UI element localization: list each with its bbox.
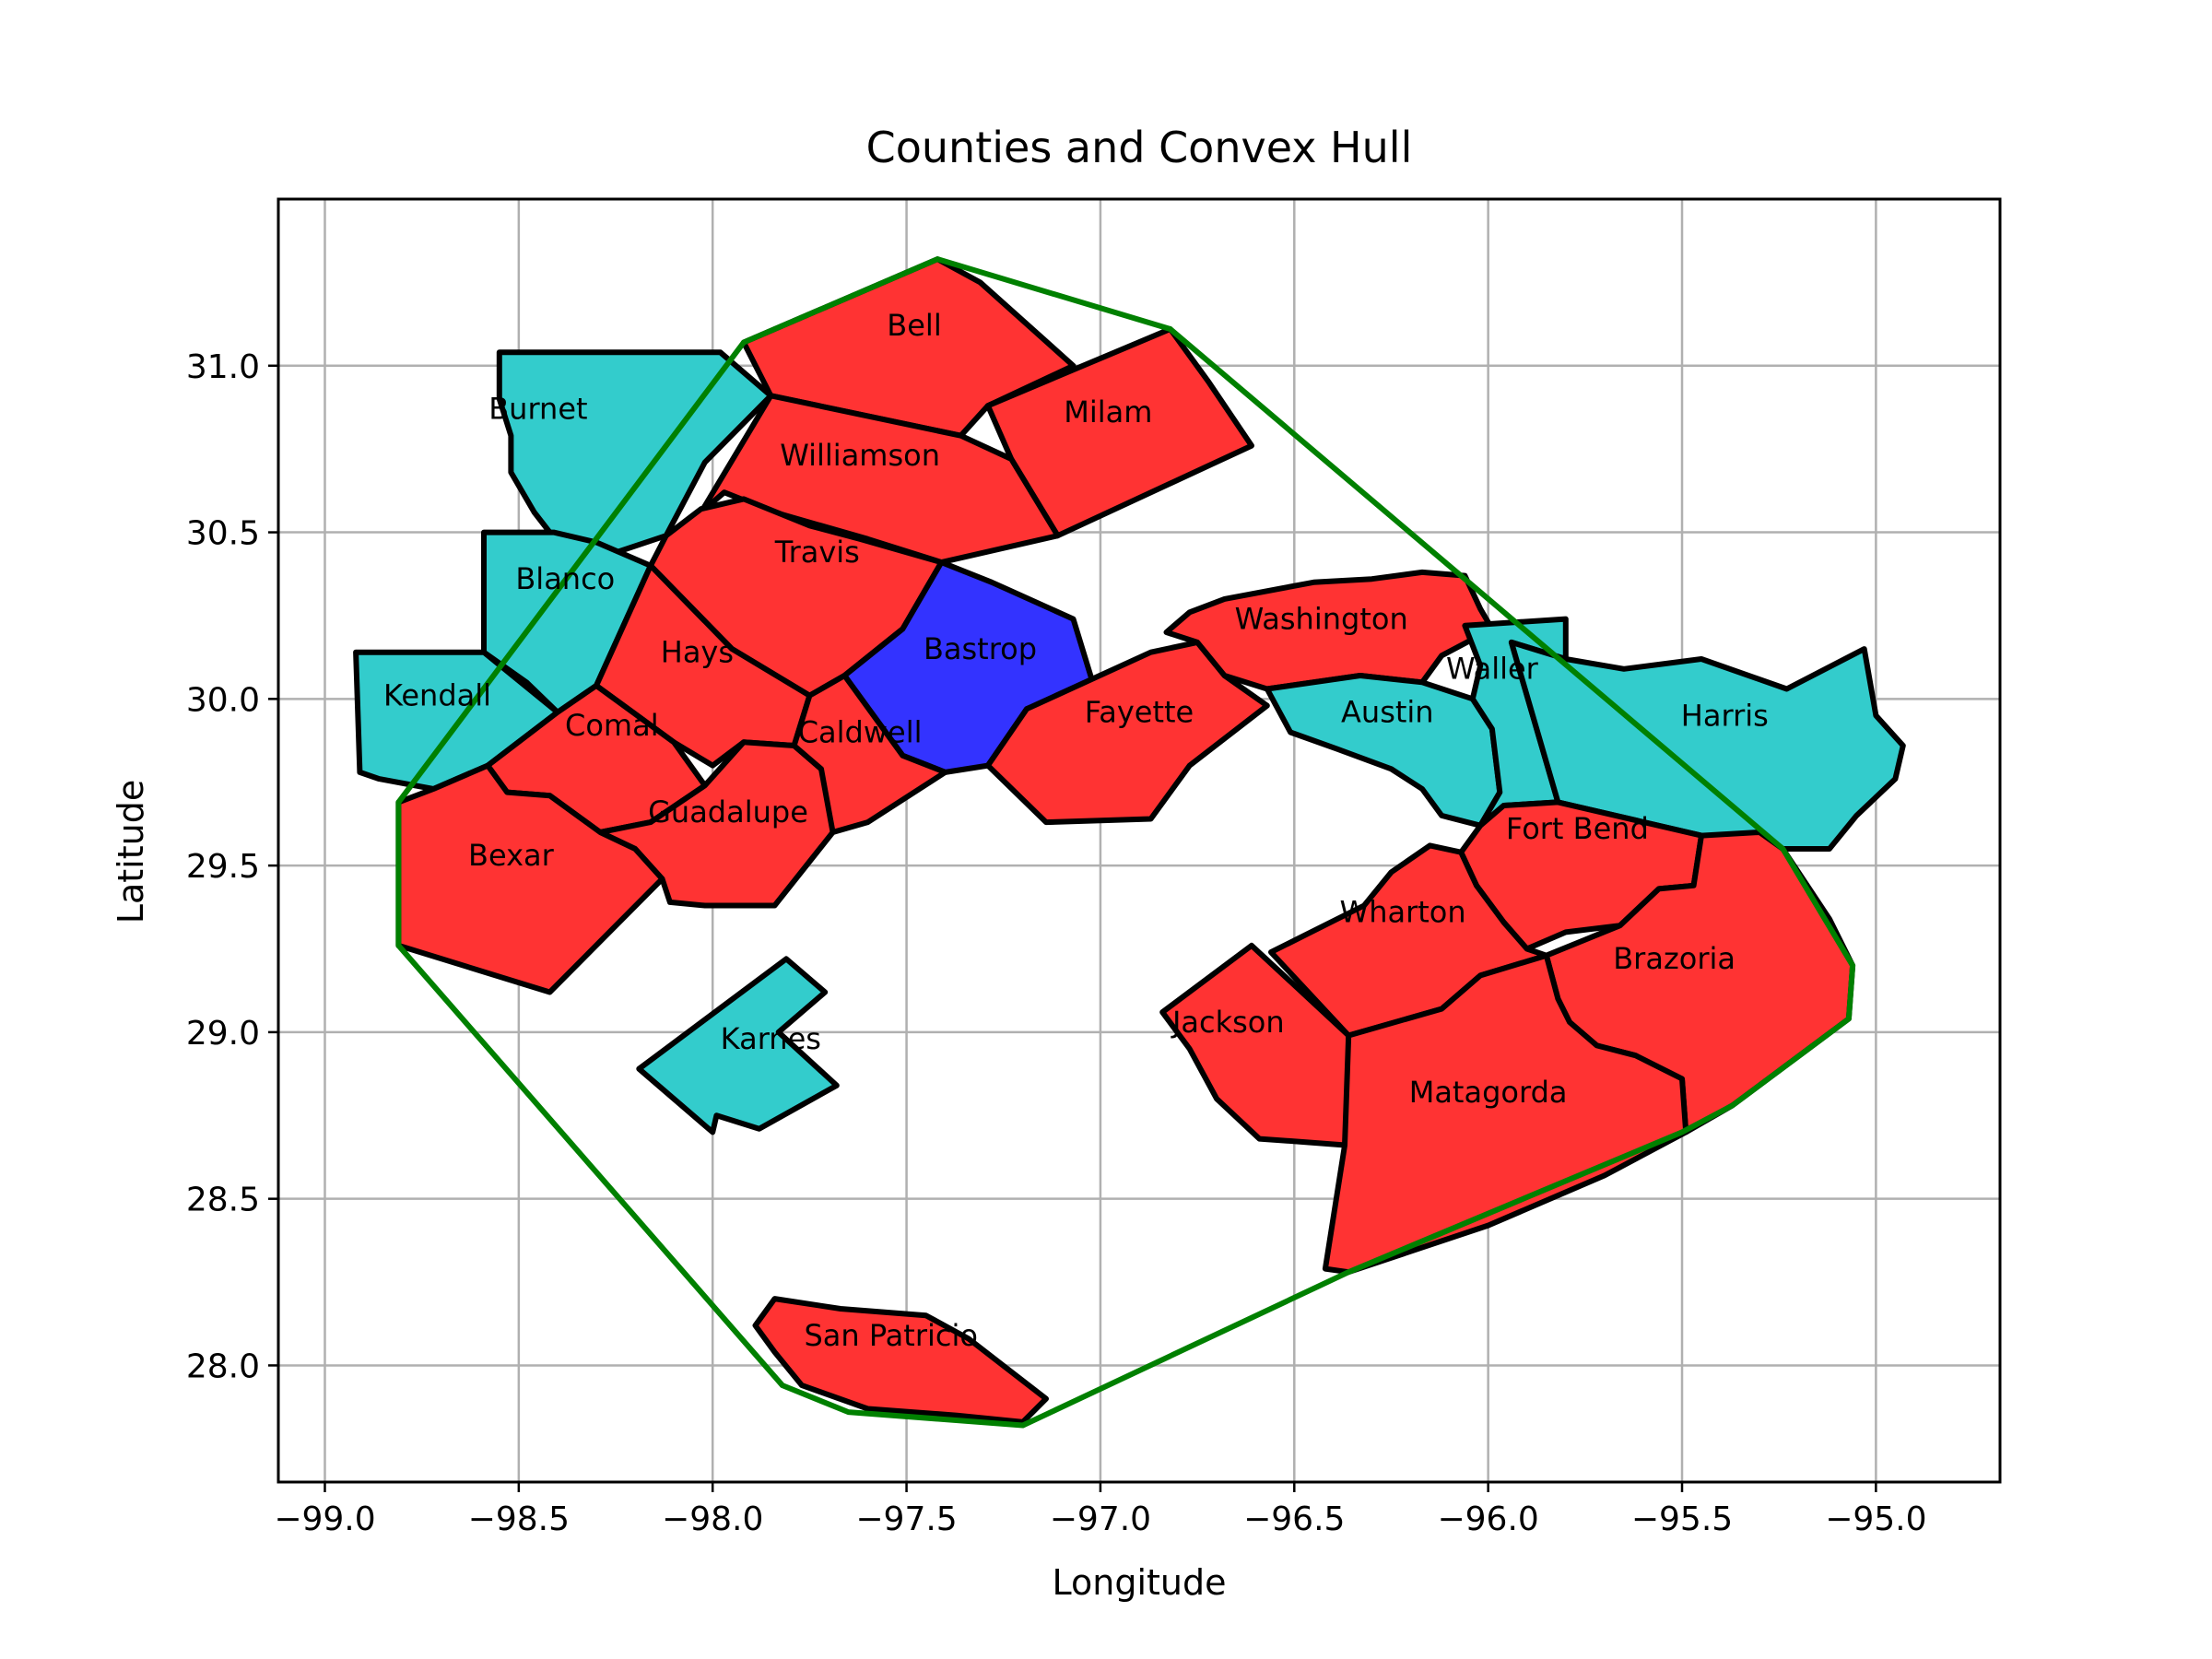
county-label-bexar: Bexar xyxy=(468,838,555,873)
x-tick-label: −96.0 xyxy=(1437,1500,1538,1538)
y-tick-label: 29.5 xyxy=(186,848,260,886)
county-label-williamson: Williamson xyxy=(780,438,940,473)
y-tick-label: 30.0 xyxy=(186,681,260,719)
county-labels: Burnet Bell Milam Williamson Travis Bastrop Bl… xyxy=(383,308,1769,1353)
x-axis-label: Longitude xyxy=(1053,1562,1227,1603)
x-tick-label: −97.0 xyxy=(1050,1500,1151,1538)
county-label-matagorda: Matagorda xyxy=(1409,1075,1568,1110)
y-axis-label: Latitude xyxy=(111,780,151,924)
county-label-hays: Hays xyxy=(661,635,734,670)
county-karnes xyxy=(636,956,840,1135)
county-label-brazoria: Brazoria xyxy=(1613,941,1735,976)
county-label-washington: Washington xyxy=(1235,601,1408,636)
x-tick-label: −99.0 xyxy=(274,1500,375,1538)
county-label-caldwell: Caldwell xyxy=(798,714,923,749)
county-label-comal: Comal xyxy=(565,708,659,743)
county-label-karnes: Karnes xyxy=(721,1021,821,1056)
axes-frame xyxy=(276,197,2002,1484)
county-label-guadalupe: Guadalupe xyxy=(648,794,808,830)
county-label-wharton: Wharton xyxy=(1340,895,1466,930)
county-polygons xyxy=(353,256,1906,1425)
axis-ticks: −99.0 −98.5 −98.0 −97.5 −97.0 −96.5 −96.0 −95.5… xyxy=(186,348,1927,1538)
county-label-austin: Austin xyxy=(1341,695,1434,730)
y-tick-label: 30.5 xyxy=(186,515,260,553)
county-matagorda xyxy=(1322,952,1689,1276)
x-tick-label: −95.5 xyxy=(1631,1500,1733,1538)
x-tick-label: −95.0 xyxy=(1825,1500,1926,1538)
county-bexar xyxy=(395,762,665,995)
county-label-fayette: Fayette xyxy=(1085,695,1194,730)
county-label-fort-bend: Fort Bend xyxy=(1506,811,1649,846)
county-fayette xyxy=(984,639,1270,826)
y-tick-label: 28.0 xyxy=(186,1347,260,1385)
plot-title: Counties and Convex Hull xyxy=(866,123,1413,172)
y-tick-label: 31.0 xyxy=(186,348,260,386)
county-label-bell: Bell xyxy=(887,308,941,343)
county-label-kendall: Kendall xyxy=(383,678,491,713)
county-label-jackson: Jackson xyxy=(1171,1005,1285,1040)
x-tick-label: −97.5 xyxy=(855,1500,957,1538)
county-label-milam: Milam xyxy=(1064,394,1152,429)
county-label-waller: Waller xyxy=(1446,652,1539,687)
y-tick-label: 29.0 xyxy=(186,1015,260,1053)
convex-hull-outline xyxy=(395,256,1856,1429)
county-san-patricio xyxy=(752,1296,1049,1425)
county-label-travis: Travis xyxy=(774,535,860,570)
convex-hull-layer xyxy=(395,256,1856,1429)
x-tick-label: −96.5 xyxy=(1243,1500,1345,1538)
county-label-blanco: Blanco xyxy=(515,561,615,596)
county-label-harris: Harris xyxy=(1681,698,1769,733)
x-tick-label: −98.5 xyxy=(468,1500,570,1538)
county-caldwell xyxy=(791,673,948,835)
x-tick-label: −98.0 xyxy=(662,1500,763,1538)
y-tick-label: 28.5 xyxy=(186,1182,260,1219)
county-label-bastrop: Bastrop xyxy=(924,631,1037,666)
county-label-san-patricio: San Patricio xyxy=(804,1318,978,1353)
county-washington xyxy=(1163,569,1495,692)
county-label-burnet: Burnet xyxy=(488,392,587,427)
